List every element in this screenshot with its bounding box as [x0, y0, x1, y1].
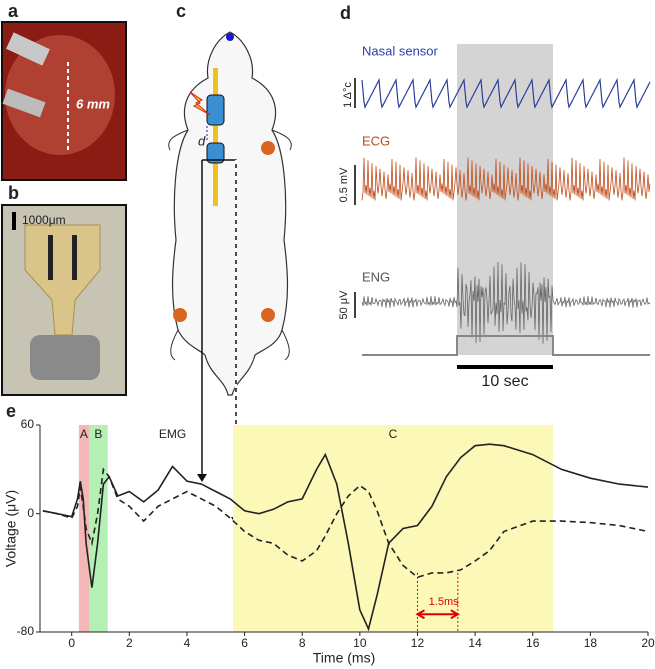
stim-cuff [206, 94, 225, 126]
region-label: A [80, 427, 88, 441]
bracket-arrow [415, 609, 460, 620]
annotation: EMG [159, 427, 186, 441]
scale-label: 1000μm [22, 213, 66, 227]
traces [361, 77, 651, 344]
eng-trace [361, 261, 651, 344]
ecg-electrode [261, 308, 275, 322]
scale-label: 6 mm [76, 96, 110, 111]
line-series [42, 443, 649, 632]
region [78, 425, 89, 632]
rat-limbs [168, 129, 292, 361]
scale-bar [12, 212, 16, 230]
stim-trace [362, 335, 650, 356]
panel-letter: c [176, 1, 186, 21]
nasal-trace [361, 77, 651, 109]
line-series [42, 467, 649, 579]
time-scale-label: 10 sec [481, 373, 528, 390]
x-tick-label: 6 [241, 636, 248, 650]
rat-outline [171, 31, 289, 396]
nerve-rod [213, 68, 218, 206]
lightning [189, 91, 211, 116]
tissue [5, 35, 115, 155]
panel-letter: d [340, 3, 351, 23]
panel-letter: e [6, 401, 16, 421]
contact [72, 235, 77, 280]
y-tick-label: 0 [27, 506, 34, 520]
x-tick-label: 18 [584, 636, 598, 650]
trace-scale: 1 Δ°c [342, 82, 354, 108]
connector [30, 335, 100, 380]
x-tick-label: 10 [353, 636, 367, 650]
x-tick-label: 4 [184, 636, 191, 650]
y-tick-label: 60 [21, 417, 35, 431]
chart-e: A B C EMG -80 0 60 0 2 4 6 8 10 12 14 16 18 20 Time (ms) Vo… [3, 417, 655, 666]
x-tick-label: 8 [299, 636, 306, 650]
trace-label: ECG [362, 133, 390, 148]
record-cuff [206, 142, 225, 164]
region-label: B [94, 427, 102, 441]
x-tick-label: 12 [411, 636, 425, 650]
electrode [2, 88, 46, 118]
x-tick-label: 14 [468, 636, 482, 650]
electrode [6, 32, 50, 66]
x-axis-label: Time (ms) [313, 650, 375, 666]
x-tick-label: 2 [126, 636, 133, 650]
ecg-trace [361, 157, 651, 201]
region [233, 425, 553, 632]
y-tick-label: -80 [17, 624, 35, 638]
region-label: C [389, 427, 398, 441]
trace-scale: 0.5 mV [338, 167, 350, 203]
panel-letter: a [8, 1, 19, 21]
trace-label: Nasal sensor [362, 43, 439, 58]
distance-label: d [198, 133, 206, 148]
trace-scale: 50 μV [338, 290, 350, 320]
trace-label: ENG [362, 269, 390, 284]
ecg-electrode [173, 308, 187, 322]
y-axis-label: Voltage (μV) [3, 490, 19, 567]
nasal-sensor [226, 33, 234, 41]
ecg-electrode [261, 141, 275, 155]
bracket-label: 1.5ms [429, 596, 459, 608]
panel-letter: b [8, 183, 19, 203]
x-tick-label: 16 [526, 636, 540, 650]
x-tick-label: 0 [68, 636, 75, 650]
contact [48, 235, 53, 280]
x-tick-label: 20 [641, 636, 655, 650]
